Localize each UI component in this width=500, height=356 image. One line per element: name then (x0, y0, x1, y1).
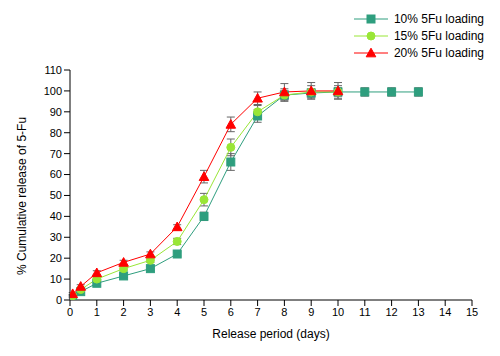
svg-text:90: 90 (50, 106, 62, 118)
svg-text:110: 110 (44, 64, 62, 76)
svg-text:3: 3 (147, 306, 153, 318)
svg-text:12: 12 (385, 306, 397, 318)
svg-text:80: 80 (50, 127, 62, 139)
svg-text:100: 100 (44, 85, 62, 97)
svg-text:30: 30 (50, 231, 62, 243)
svg-text:2: 2 (121, 306, 127, 318)
svg-text:70: 70 (50, 148, 62, 160)
svg-text:8: 8 (281, 306, 287, 318)
svg-text:10: 10 (50, 273, 62, 285)
svg-text:14: 14 (439, 306, 451, 318)
svg-text:60: 60 (50, 168, 62, 180)
svg-text:4: 4 (174, 306, 180, 318)
svg-text:5: 5 (201, 306, 207, 318)
svg-text:1: 1 (94, 306, 100, 318)
svg-text:20: 20 (50, 252, 62, 264)
svg-text:11: 11 (359, 306, 370, 318)
svg-text:Release period (days): Release period (days) (212, 327, 329, 341)
html-text:10% 5Fu loading: 10% 5Fu loading (393, 11, 484, 26)
svg-text:15: 15 (466, 306, 478, 318)
svg-text:40: 40 (50, 210, 62, 222)
html-text:20% 5Fu loading: 20% 5Fu loading (393, 45, 484, 60)
svg-text:0: 0 (67, 306, 73, 318)
svg-text:50: 50 (50, 189, 62, 201)
svg-text:9: 9 (308, 306, 314, 318)
svg-text:0: 0 (56, 294, 62, 306)
svg-text:13: 13 (412, 306, 424, 318)
svg-text:6: 6 (228, 306, 234, 318)
html-text:15% 5Fu loading: 15% 5Fu loading (393, 28, 484, 43)
svg-text:10: 10 (332, 306, 344, 318)
svg-text:7: 7 (255, 306, 261, 318)
svg-text:% Cumulative release of 5-Fu: % Cumulative release of 5-Fu (15, 117, 29, 275)
